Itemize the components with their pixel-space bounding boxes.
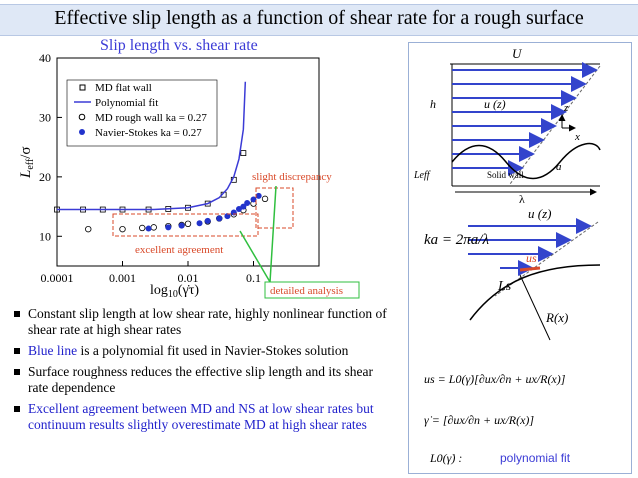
x-tick-label: 0.001 xyxy=(109,271,136,285)
bullet-1: Constant slip length at low shear rate, … xyxy=(14,306,394,338)
bullet-2-blue-text: Blue line xyxy=(28,343,78,358)
title-bar: Effective slip length as a function of s… xyxy=(0,4,638,36)
md-rough-point xyxy=(139,224,146,232)
polynomial-fit-line xyxy=(57,81,247,211)
navier-stokes-point xyxy=(240,203,247,210)
navier-stokes-point xyxy=(178,222,185,229)
y-tick-label: 30 xyxy=(39,110,51,124)
schematic-panel xyxy=(408,42,632,474)
bullet-4: Excellent agreement between MD and NS at… xyxy=(14,401,394,433)
navier-stokes-point xyxy=(196,220,203,227)
legend-label-rough: MD rough wall ka = 0.27 xyxy=(95,112,207,124)
x-tick-label: 0.0001 xyxy=(41,271,74,285)
navier-stokes-point xyxy=(204,217,211,224)
legend-marker-flat xyxy=(79,84,86,91)
legend-label-flat: MD flat wall xyxy=(95,82,152,94)
annotation-detailed: detailed analysis xyxy=(270,285,343,297)
navier-stokes-point xyxy=(165,224,172,231)
navier-stokes-point xyxy=(216,215,223,222)
legend-marker-rough xyxy=(78,113,86,121)
bullet-2: Blue line is a polynomial fit used in Na… xyxy=(14,343,394,359)
legend: MD flat wall Polynomial fit MD rough wal… xyxy=(66,79,218,147)
navier-stokes-point xyxy=(235,205,242,212)
x-tick-label: 0.01 xyxy=(178,271,199,285)
detailed-pointer-1 xyxy=(239,230,271,283)
navier-stokes-point xyxy=(244,200,251,207)
annotation-slight: slight discrepancy xyxy=(252,171,332,183)
md-flat-point xyxy=(240,150,247,156)
annotation-excellent: excellent agreement xyxy=(135,244,223,256)
y-axis-label: Leff/σ xyxy=(18,146,36,179)
bullet-3: Surface roughness reduces the effective … xyxy=(14,364,394,396)
md-rough-point xyxy=(85,225,92,233)
md-rough-point xyxy=(119,225,126,233)
navier-stokes-point xyxy=(230,209,237,216)
legend-label-ns: Navier-Stokes ka = 0.27 xyxy=(95,127,202,139)
x-axis-label: log10(γ̇τ) xyxy=(150,283,199,300)
slight-discrepancy-box xyxy=(255,187,294,229)
detailed-pointer-2 xyxy=(269,185,277,283)
md-rough-point xyxy=(261,195,269,203)
chart-title: Slip length vs. shear rate xyxy=(100,37,258,54)
y-tick-label: 20 xyxy=(39,170,51,184)
navier-stokes-point xyxy=(250,196,257,203)
navier-stokes-point xyxy=(145,225,152,232)
slip-length-chart: Leff/σ log10(γ̇τ) 0.0001 0.001 0.01 0.1 10 20… xyxy=(18,51,360,300)
bullet-list: Constant slip length at low shear rate, … xyxy=(14,306,394,438)
legend-frame xyxy=(66,79,218,147)
legend-marker-ns xyxy=(79,129,85,135)
y-tick-label: 40 xyxy=(39,51,51,65)
legend-label-fit: Polynomial fit xyxy=(95,97,158,109)
slide-title: Effective slip length as a function of s… xyxy=(54,7,584,29)
md-rough-point xyxy=(150,224,157,231)
x-tick-label: 0.1 xyxy=(246,271,261,285)
detailed-analysis-box xyxy=(264,281,360,299)
y-tick-label: 10 xyxy=(39,229,51,243)
navier-stokes-point xyxy=(255,192,262,199)
navier-stokes-point xyxy=(224,213,231,220)
md-rough-point xyxy=(184,220,192,228)
excellent-agreement-box xyxy=(112,213,259,237)
bullet-2-rest: is a polynomial fit used in Navier-Stoke… xyxy=(77,343,349,358)
